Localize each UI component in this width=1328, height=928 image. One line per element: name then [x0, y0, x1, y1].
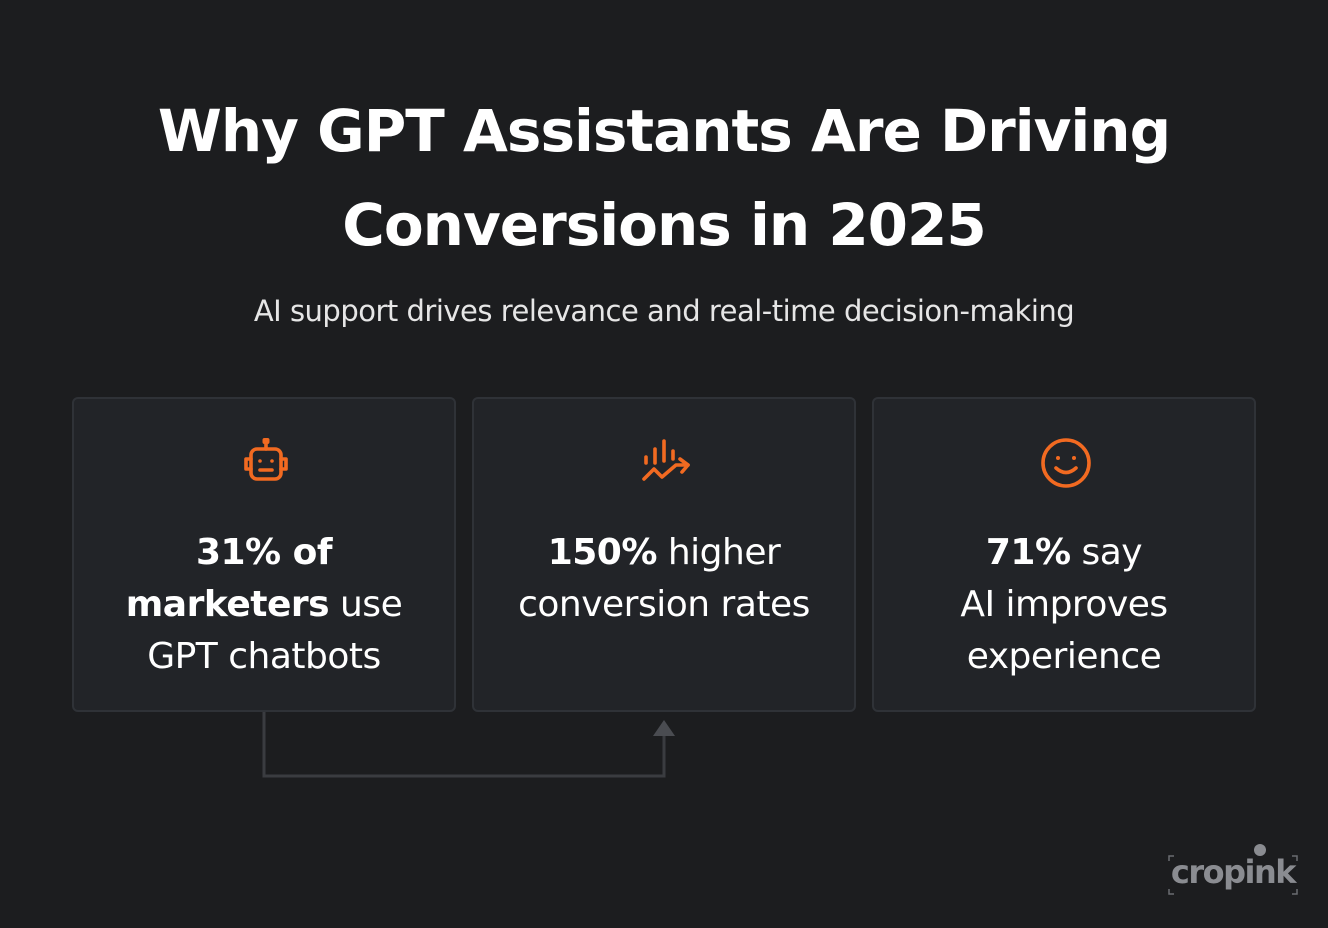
- stat-value: 71%: [985, 532, 1071, 573]
- page-title: Why GPT Assistants Are Driving Conversio…: [0, 84, 1328, 272]
- stat-value: 150%: [547, 532, 658, 573]
- stat-card-experience: 71% say AI improves experience: [872, 397, 1256, 712]
- stat-label: experience: [966, 636, 1162, 677]
- stat-emphasis: marketers: [125, 584, 330, 625]
- subtitle: AI support drives relevance and real-tim…: [253, 294, 1075, 328]
- robot-icon: [238, 435, 294, 491]
- stat-label: AI improves: [960, 584, 1168, 625]
- stat-label: use: [329, 584, 403, 625]
- stat-label: conversion rates: [518, 584, 810, 625]
- connector-arrow: [262, 712, 675, 778]
- stat-label: higher: [656, 532, 781, 573]
- title-line-1: Why GPT Assistants Are Driving: [157, 97, 1171, 165]
- stat-text-experience: 71% say AI improves experience: [874, 527, 1254, 683]
- stat-text-marketers: 31% of marketers use GPT chatbots: [74, 527, 454, 683]
- stat-card-conversion: 150% higher conversion rates: [472, 397, 856, 712]
- stat-label: GPT chatbots: [147, 636, 381, 677]
- cropink-logo: cropink: [1166, 842, 1300, 898]
- smiley-icon: [1038, 435, 1094, 491]
- stat-value: 31% of: [195, 532, 333, 573]
- stat-card-marketers: 31% of marketers use GPT chatbots: [72, 397, 456, 712]
- logo-text: cropink: [1170, 853, 1297, 891]
- growth-chart-icon: [638, 435, 694, 491]
- title-line-2: Conversions in 2025: [342, 191, 987, 259]
- stat-text-conversion: 150% higher conversion rates: [474, 527, 854, 631]
- stat-label: say: [1070, 532, 1143, 573]
